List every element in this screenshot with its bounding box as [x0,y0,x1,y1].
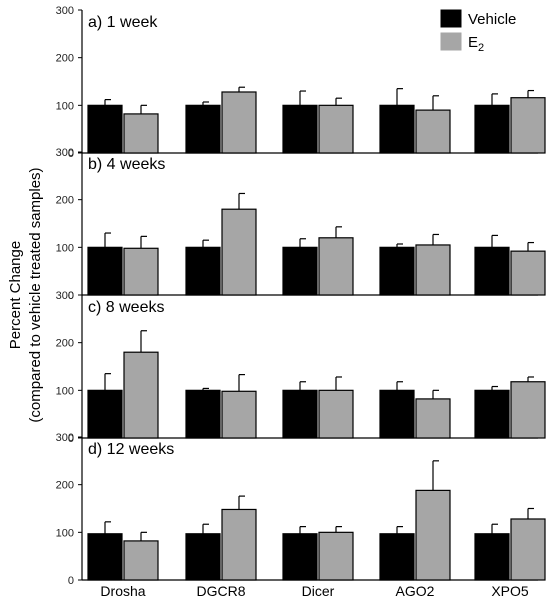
panel-title: c) 8 weeks [88,299,164,316]
bar-vehicle-xpo5 [474,389,510,439]
bar-e2-xpo5 [510,381,546,439]
bar-vehicle-ago2 [379,104,415,154]
bar-e2-ago2 [415,398,451,439]
y-tick-label: 0 [68,575,74,587]
bar-e2-dicer [318,531,354,581]
panel-4: 0 100 200 300 d) 12 weeks [56,432,546,587]
bar-vehicle-dgcr8 [185,246,221,296]
y-tick-label: 300 [56,5,74,17]
bar-vehicle-dgcr8 [185,533,221,581]
bar-e2-ago2 [415,244,451,296]
bar-vehicle-ago2 [379,389,415,439]
bar-e2-xpo5 [510,97,546,154]
bar-e2-dicer [318,104,354,154]
category-label: AGO2 [396,583,435,599]
y-tick-label: 200 [56,53,74,65]
bar-e2-dgcr8 [221,91,257,154]
bar-vehicle-drosha [87,104,123,154]
bar-e2-xpo5 [510,250,546,296]
bar-vehicle-dicer [282,246,318,296]
bar-e2-ago2 [415,489,451,581]
y-tick-label: 100 [56,242,74,254]
y-tick-label: 0 [68,290,74,302]
bar-vehicle-dicer [282,389,318,439]
bar-e2-xpo5 [510,518,546,581]
y-tick-label: 300 [56,290,74,302]
category-labels: Drosha DGCR8 Dicer AGO2 XPO5 [100,583,528,599]
bar-e2-drosha [123,247,159,296]
y-tick-label: 200 [56,195,74,207]
y-tick-label: 0 [68,148,74,160]
category-label: DGCR8 [196,583,245,599]
legend-swatch [440,32,462,51]
panel-title: b) 4 weeks [88,156,165,173]
bar-vehicle-drosha [87,389,123,439]
bar-e2-dgcr8 [221,508,257,581]
bar-e2-dicer [318,237,354,296]
bar-vehicle-ago2 [379,246,415,296]
y-tick-label: 200 [56,480,74,492]
category-label: Dicer [302,583,335,599]
panel-3: 0 100 200 300 c) 8 weeks [56,290,546,445]
panel-1: 0 100 200 300 a) 1 week [56,5,546,160]
y-tick-label: 200 [56,338,74,350]
legend-label: E2 [468,34,484,54]
bar-e2-ago2 [415,109,451,154]
y-axis-label-line1: Percent Change [7,241,24,349]
legend: Vehicle E2 [440,9,516,54]
category-label: Drosha [100,583,145,599]
bar-e2-dgcr8 [221,390,257,439]
bar-e2-drosha [123,113,159,154]
bar-vehicle-drosha [87,246,123,296]
bar-e2-dgcr8 [221,208,257,296]
bar-vehicle-dicer [282,104,318,154]
legend-label: Vehicle [468,11,516,28]
y-axis-label-line2: (compared to vehicle treated samples) [27,167,44,422]
panel-title: a) 1 week [88,14,158,31]
y-tick-label: 100 [56,527,74,539]
legend-subscript: 2 [478,42,484,54]
bar-vehicle-xpo5 [474,104,510,154]
y-tick-label: 300 [56,147,74,159]
panel-title: d) 12 weeks [88,441,174,458]
bar-e2-dicer [318,389,354,439]
panel-2: 0 100 200 300 b) 4 weeks [56,147,546,302]
y-tick-label: 300 [56,432,74,444]
bar-vehicle-drosha [87,533,123,581]
bar-vehicle-ago2 [379,533,415,581]
bar-vehicle-dgcr8 [185,389,221,439]
bar-vehicle-dgcr8 [185,104,221,154]
bar-vehicle-dicer [282,533,318,581]
y-axis-label: Percent Change (compared to vehicle trea… [7,167,44,422]
y-tick-label: 100 [56,100,74,112]
category-label: XPO5 [491,583,529,599]
bar-vehicle-xpo5 [474,533,510,581]
bar-e2-drosha [123,540,159,581]
bar-vehicle-xpo5 [474,246,510,296]
y-tick-label: 100 [56,385,74,397]
legend-swatch [440,9,462,28]
bar-e2-drosha [123,351,159,439]
y-tick-label: 0 [68,433,74,445]
